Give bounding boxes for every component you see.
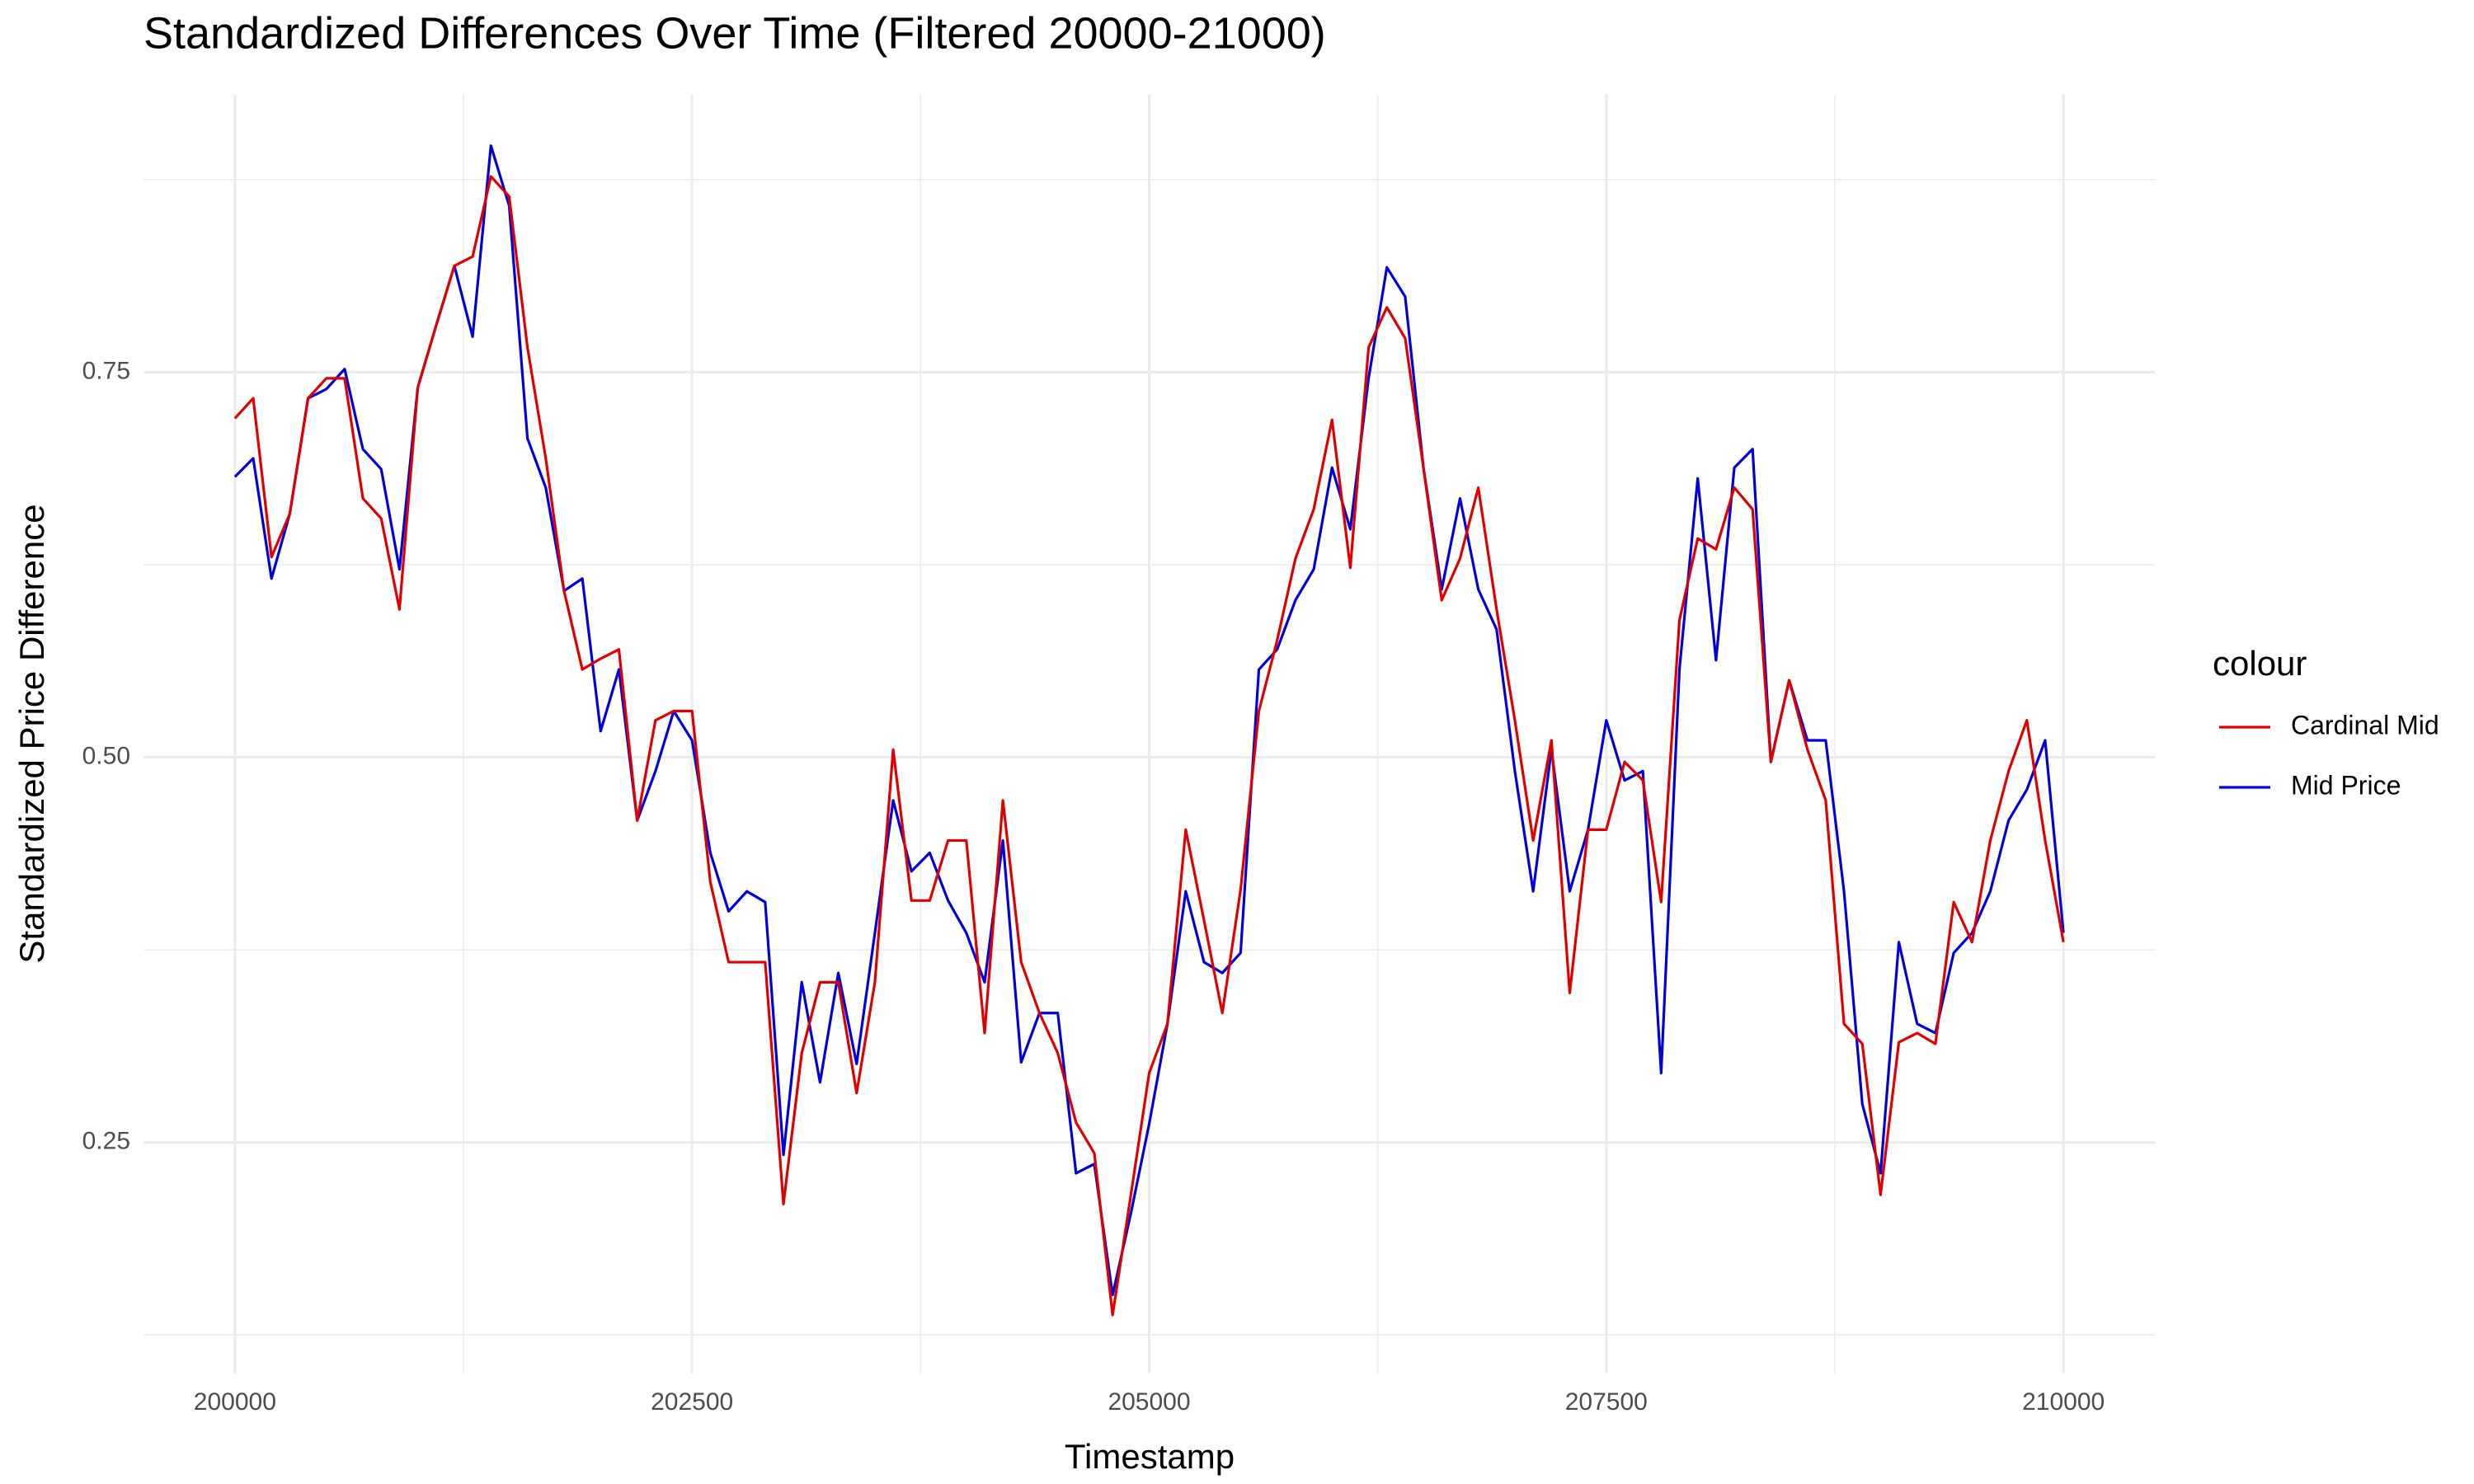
legend: colour Cardinal Mid Mid Price — [2213, 644, 2439, 800]
x-tick-label: 205000 — [1108, 1388, 1190, 1416]
x-tick-label: 202500 — [651, 1388, 733, 1416]
grid — [143, 95, 2155, 1374]
x-tick-label: 200000 — [194, 1388, 276, 1416]
chart-title: Standardized Differences Over Time (Filt… — [143, 8, 1326, 58]
series-line — [233, 144, 2065, 1297]
series-line — [233, 175, 2065, 1317]
y-axis-title: Standardized Price Difference — [12, 504, 51, 963]
y-tick-label: 0.75 — [82, 357, 130, 384]
legend-label: Mid Price — [2291, 770, 2401, 800]
legend-label: Cardinal Mid — [2291, 710, 2439, 740]
y-tick-label: 0.25 — [82, 1128, 130, 1155]
x-axis-title: Timestamp — [1065, 1437, 1235, 1476]
x-tick-label: 207500 — [1565, 1388, 1648, 1416]
lines — [233, 144, 2065, 1317]
legend-title: colour — [2213, 644, 2307, 683]
y-tick-label: 0.50 — [82, 742, 130, 769]
x-tick-label: 210000 — [2022, 1388, 2105, 1416]
